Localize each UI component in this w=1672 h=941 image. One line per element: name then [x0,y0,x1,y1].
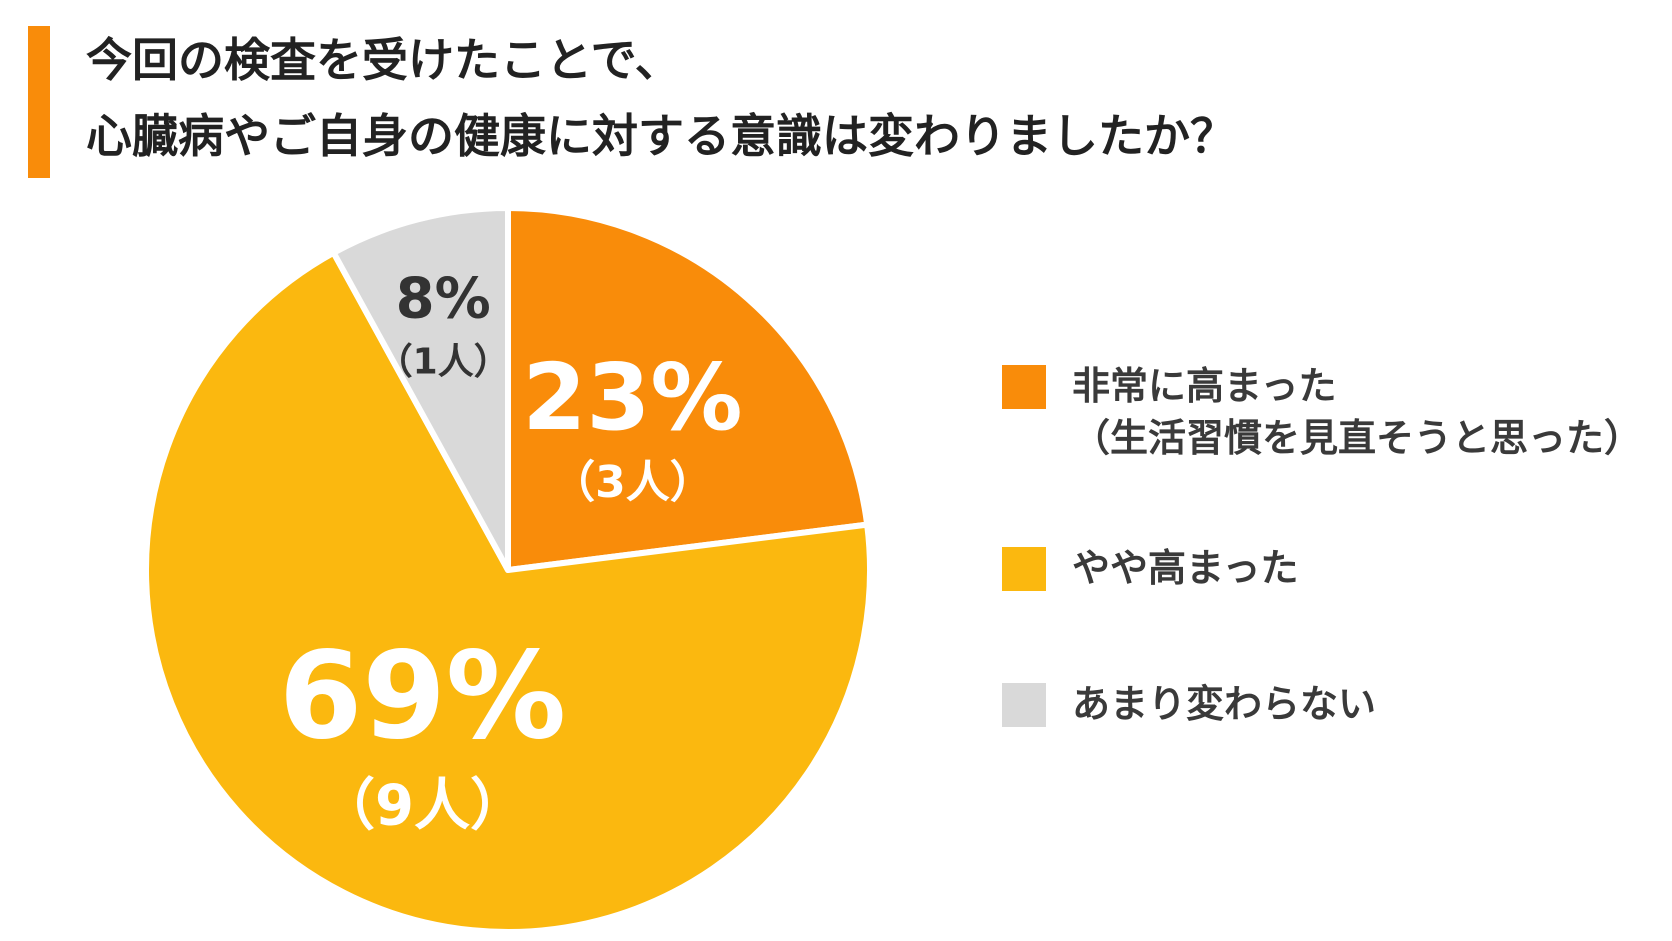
legend-label-somewhat: やや高まった [1072,542,1298,594]
pie-slice-somewhat [143,249,873,935]
pie-label-count-high: （3人） [551,457,714,508]
chart-title-line-1: 今回の検査を受けたことで、 [86,33,681,87]
chart-title-line-2: 心臓病やご自身の健康に対する意識は変わりましたか？ [86,109,1236,163]
legend-swatch-high [1002,365,1046,409]
legend-label-high-line-1: 非常に高まった [1072,364,1337,408]
title-accent-bar [28,26,50,178]
legend-label-somewhat-line-1: やや高まった [1072,546,1299,590]
pie-label-count-somewhat: （9人） [319,774,526,839]
legend-label-unchanged-line-1: あまり変わらない [1072,682,1377,726]
legend-label-high: 非常に高まった （生活習慣を見直そうと思った） [1072,360,1642,464]
pie-slice-unchanged [330,205,511,573]
pie-label-pct-unchanged: 8% [396,267,491,332]
pie-chart: 23% （3人） 69% （9人） 8% （1人） [143,205,873,935]
pie-label-count-unchanged: （1人） [377,341,510,382]
pie-label-pct-high: 23% [522,344,742,451]
pie-label-pct-somewhat: 69% [279,628,566,767]
legend-swatch-unchanged [1002,683,1046,727]
pie-slice-high [505,205,871,573]
chart-title: 今回の検査を受けたことで、 心臓病やご自身の健康に対する意識は変わりましたか？ [86,22,1236,174]
legend-label-unchanged: あまり変わらない [1072,678,1376,730]
legend-swatch-somewhat [1002,547,1046,591]
legend-label-high-line-2: （生活習慣を見直そうと思った） [1072,416,1643,460]
